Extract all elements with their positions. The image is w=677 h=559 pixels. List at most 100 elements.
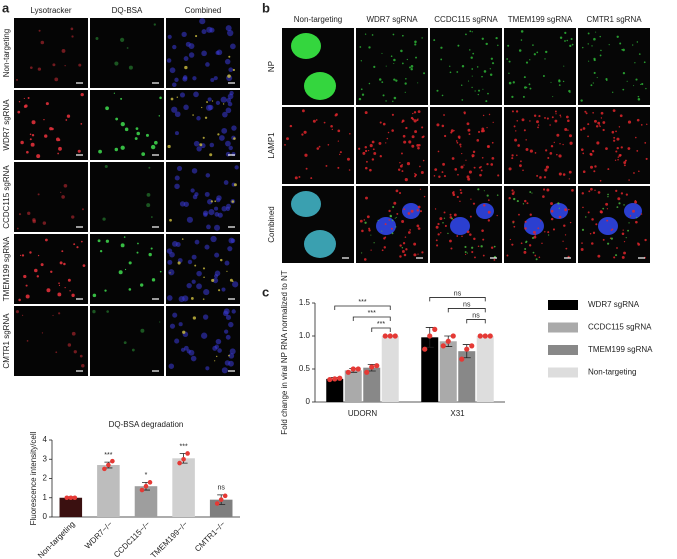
cell-signal	[392, 205, 395, 209]
cell-signal	[593, 119, 597, 123]
cell-signal	[419, 210, 423, 213]
cell-signal	[471, 75, 473, 77]
cell-signal	[537, 227, 540, 230]
cell-signal	[442, 222, 444, 224]
cell-signal	[580, 248, 584, 251]
cell-signal	[612, 109, 616, 113]
cell-signal	[61, 195, 65, 199]
cell-signal	[416, 119, 419, 122]
cell-signal	[381, 249, 384, 252]
bar	[476, 336, 494, 402]
cell-signal	[150, 144, 156, 150]
cell-signal	[623, 161, 627, 164]
data-point	[427, 333, 433, 339]
cell-signal	[595, 223, 598, 226]
x-tick-label: Non-targeting	[36, 520, 77, 559]
cell-signal	[54, 77, 59, 82]
bar	[421, 337, 439, 402]
cell-signal	[208, 104, 214, 111]
cell-signal	[392, 100, 394, 103]
cell-signal	[607, 195, 609, 198]
cell-signal	[364, 166, 368, 170]
cell-signal	[65, 119, 68, 121]
cell-signal	[632, 209, 635, 213]
cell-signal	[188, 349, 195, 356]
cell-signal	[545, 149, 548, 152]
cell-signal	[384, 223, 387, 226]
legend-swatch	[548, 322, 578, 333]
cell-signal	[23, 97, 25, 100]
cell-signal	[605, 147, 608, 150]
cell-signal	[617, 197, 621, 201]
cell-signal	[602, 128, 605, 132]
cell-signal	[624, 159, 627, 162]
cell-signal	[623, 204, 625, 206]
cell-signal	[304, 153, 308, 157]
cell-signal	[506, 58, 508, 60]
cell-signal	[390, 215, 392, 218]
cell-signal	[480, 129, 484, 133]
cell-signal	[359, 46, 362, 48]
cell-signal	[496, 194, 499, 196]
cell-signal	[525, 139, 527, 141]
cell-signal	[437, 222, 440, 226]
cell-signal	[565, 247, 568, 250]
cell-signal	[368, 227, 371, 230]
cell-signal	[449, 65, 451, 67]
cell-signal	[71, 293, 75, 297]
data-point	[374, 363, 380, 369]
cell-signal	[390, 55, 393, 58]
y-tick-label: 2	[43, 474, 48, 483]
cell-signal	[525, 61, 529, 64]
cell-signal	[99, 250, 103, 253]
cell-signal	[529, 120, 531, 122]
cell-signal	[58, 284, 61, 286]
nucleus	[291, 191, 321, 217]
significance-bracket	[447, 308, 486, 313]
cell-signal	[640, 213, 643, 215]
cell-signal	[229, 348, 236, 355]
cell-signal	[564, 31, 567, 34]
cell-signal	[569, 141, 573, 145]
cell-signal	[407, 212, 411, 215]
cell-signal	[186, 282, 192, 289]
legend-swatch	[548, 300, 578, 310]
cell-signal	[80, 240, 83, 243]
cell-signal	[511, 95, 514, 98]
cell-signal	[205, 62, 210, 67]
cell-signal	[365, 160, 368, 163]
cell-signal	[520, 242, 523, 245]
data-point	[222, 493, 228, 499]
cell-signal	[466, 230, 470, 234]
cell-signal	[623, 164, 626, 167]
cell-signal	[558, 154, 562, 158]
cell-signal	[27, 97, 30, 99]
cell-signal	[52, 314, 54, 317]
cell-signal	[515, 130, 517, 132]
cell-signal	[617, 158, 619, 161]
cell-signal	[203, 288, 210, 296]
cell-signal	[546, 188, 550, 192]
cell-signal	[520, 160, 522, 163]
cell-signal	[358, 97, 362, 101]
cell-signal	[97, 239, 101, 243]
bar	[59, 497, 83, 517]
cell-signal	[192, 114, 194, 116]
cell-signal	[31, 120, 36, 125]
cell-signal	[222, 310, 229, 317]
cell-signal	[382, 122, 386, 126]
cell-signal	[207, 97, 212, 102]
data-point	[387, 333, 393, 339]
cell-signal	[79, 354, 83, 358]
cell-signal	[466, 252, 468, 254]
cell-signal	[211, 278, 215, 282]
cell-signal	[221, 367, 228, 374]
cell-signal	[482, 88, 484, 90]
cell-signal	[615, 150, 618, 153]
cell-signal	[193, 91, 199, 98]
cell-signal	[457, 44, 460, 47]
cell-signal	[517, 144, 521, 147]
cell-signal	[216, 195, 222, 201]
cell-signal	[394, 217, 396, 219]
cell-signal	[404, 236, 407, 238]
